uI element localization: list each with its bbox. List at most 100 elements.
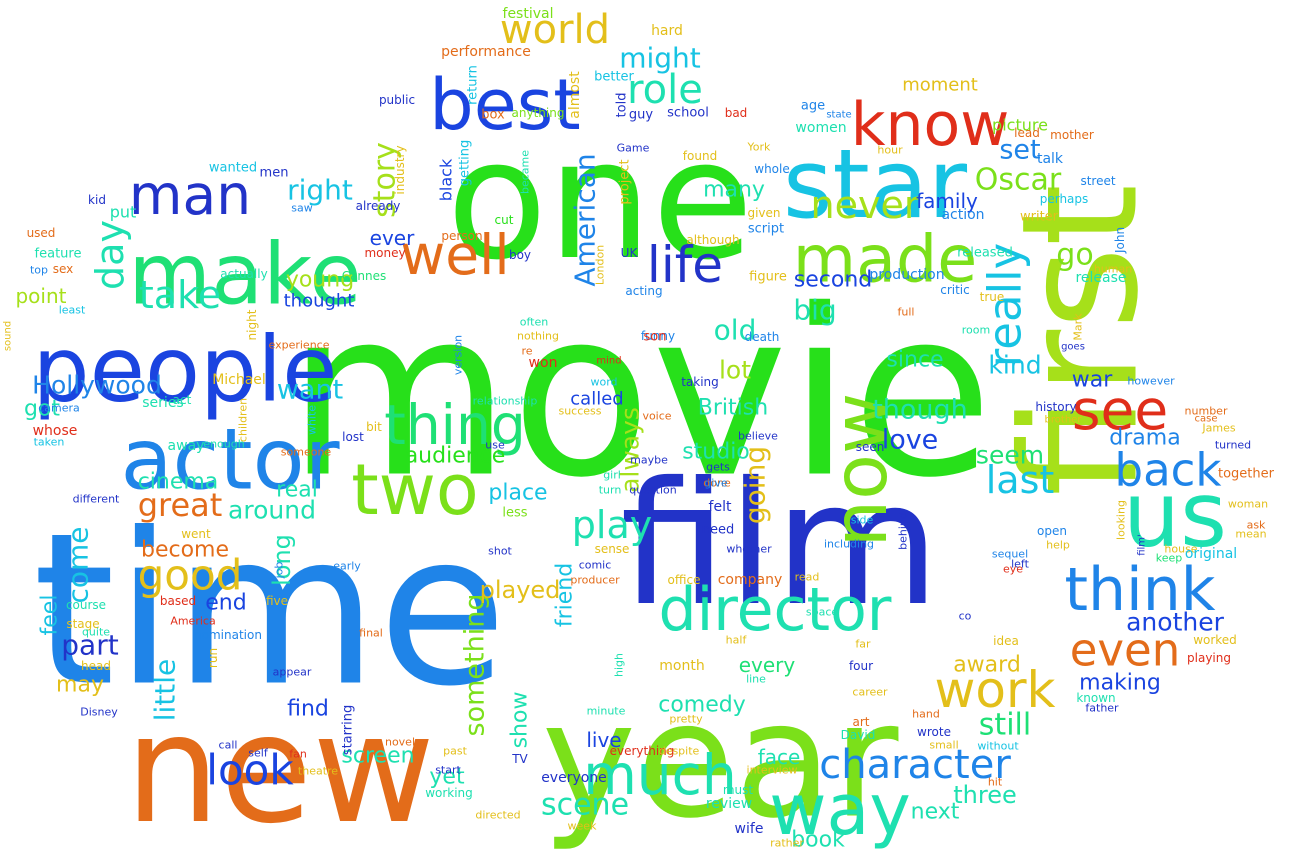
cloud-word: little (149, 659, 182, 722)
cloud-word: friend (553, 563, 578, 627)
cloud-word: boy (509, 248, 531, 262)
cloud-word: return (466, 65, 481, 105)
cloud-word: war (1072, 368, 1113, 393)
cloud-word: final (359, 627, 383, 640)
cloud-word: Game (617, 142, 650, 155)
cloud-word: word (590, 376, 617, 389)
cloud-word: maybe (630, 454, 668, 467)
cloud-word: seen (856, 440, 885, 454)
cloud-word: pretty (669, 713, 703, 726)
cloud-word: part (61, 629, 118, 662)
cloud-word: show (508, 692, 533, 749)
cloud-word: new (125, 683, 435, 857)
cloud-word: turn (599, 484, 622, 497)
cloud-word: playing (1187, 651, 1231, 665)
cloud-word: got (24, 397, 60, 422)
cloud-word: call (219, 739, 238, 752)
cloud-word: office (668, 573, 701, 587)
cloud-word: director (659, 575, 892, 645)
cloud-word: next (911, 800, 960, 825)
cloud-word: lead (1014, 126, 1040, 140)
cloud-word: people (32, 318, 337, 423)
cloud-word: question (629, 484, 677, 497)
cloud-word: brother (1045, 415, 1083, 426)
cloud-word: sex (53, 262, 74, 276)
cloud-word: often (520, 316, 548, 329)
cloud-word: top (30, 264, 48, 277)
cloud-word: never (811, 183, 920, 227)
cloud-word: year (542, 667, 899, 854)
cloud-word: black (437, 158, 456, 201)
cloud-word: may (56, 673, 104, 698)
cloud-word: camera (38, 402, 80, 415)
cloud-word: although (686, 233, 739, 247)
cloud-word: David (841, 728, 876, 742)
cloud-word: funny (641, 329, 675, 343)
cloud-word: used (27, 226, 56, 240)
cloud-word: four (849, 659, 873, 673)
cloud-word: might (619, 42, 701, 75)
cloud-word: want (277, 375, 343, 406)
cloud-word: starring (341, 705, 356, 755)
cloud-word: festival (503, 6, 554, 22)
cloud-word: wanted (209, 161, 257, 176)
cloud-word: audience (405, 444, 506, 469)
cloud-word: box (481, 108, 505, 123)
cloud-word: use (485, 439, 505, 452)
cloud-word: Michael (212, 372, 266, 388)
cloud-word: day (88, 220, 132, 290)
cloud-word: girl (603, 469, 621, 482)
cloud-word: Hollywood (32, 371, 162, 400)
cloud-word: second (794, 268, 872, 293)
cloud-word: five (266, 594, 288, 608)
cloud-word: look (206, 746, 294, 795)
cloud-word: small (929, 739, 958, 752)
cloud-word: fan (289, 748, 307, 761)
cloud-word: guy (629, 108, 653, 123)
cloud-word: everything (610, 744, 675, 758)
cloud-word: drama (1109, 426, 1180, 451)
cloud-word: novel (385, 736, 415, 749)
cloud-word: America (170, 615, 215, 628)
cloud-word: see (1072, 378, 1168, 442)
cloud-word: one (446, 104, 753, 296)
cloud-word: British (698, 396, 768, 421)
cloud-word: taking (681, 375, 719, 389)
cloud-word: month (659, 658, 704, 674)
cloud-word: scene (541, 788, 629, 823)
cloud-word: stage (66, 617, 99, 631)
cloud-word: cinema (138, 470, 219, 495)
cloud-word: love (882, 425, 939, 456)
cloud-word: full (898, 306, 915, 319)
cloud-word: history (1035, 400, 1076, 414)
cloud-word: right (287, 174, 353, 207)
cloud-word: work (935, 661, 1056, 719)
cloud-word: another (1126, 608, 1224, 637)
cloud-word: time (33, 488, 507, 733)
cloud-word: appear (273, 666, 312, 679)
cloud-word: lost (342, 430, 364, 444)
cloud-word: voice (642, 410, 671, 423)
cloud-word: behind (897, 512, 910, 550)
cloud-word: Disney (80, 706, 118, 719)
cloud-word: producer (570, 574, 620, 587)
cloud-word: found (683, 149, 717, 163)
cloud-word: original (1185, 546, 1237, 562)
cloud-word: much (583, 743, 737, 807)
cloud-word: less (502, 506, 527, 521)
cloud-word: many (703, 178, 765, 203)
cloud-word: based (160, 594, 196, 608)
cloud-word: getting (458, 140, 473, 187)
cloud-word: together (1218, 467, 1275, 482)
cloud-word: school (667, 106, 709, 121)
cloud-word: human (1094, 263, 1132, 276)
cloud-word: anything (512, 106, 565, 120)
cloud-word: nothing (517, 330, 559, 343)
cloud-word: us (1123, 463, 1227, 568)
cloud-word: become (141, 538, 229, 563)
cloud-word: eye (1003, 563, 1023, 576)
cloud-word: TV (511, 752, 528, 766)
cloud-word: played (480, 576, 561, 604)
cloud-word: well (400, 223, 509, 287)
cloud-word: kid (88, 193, 106, 207)
